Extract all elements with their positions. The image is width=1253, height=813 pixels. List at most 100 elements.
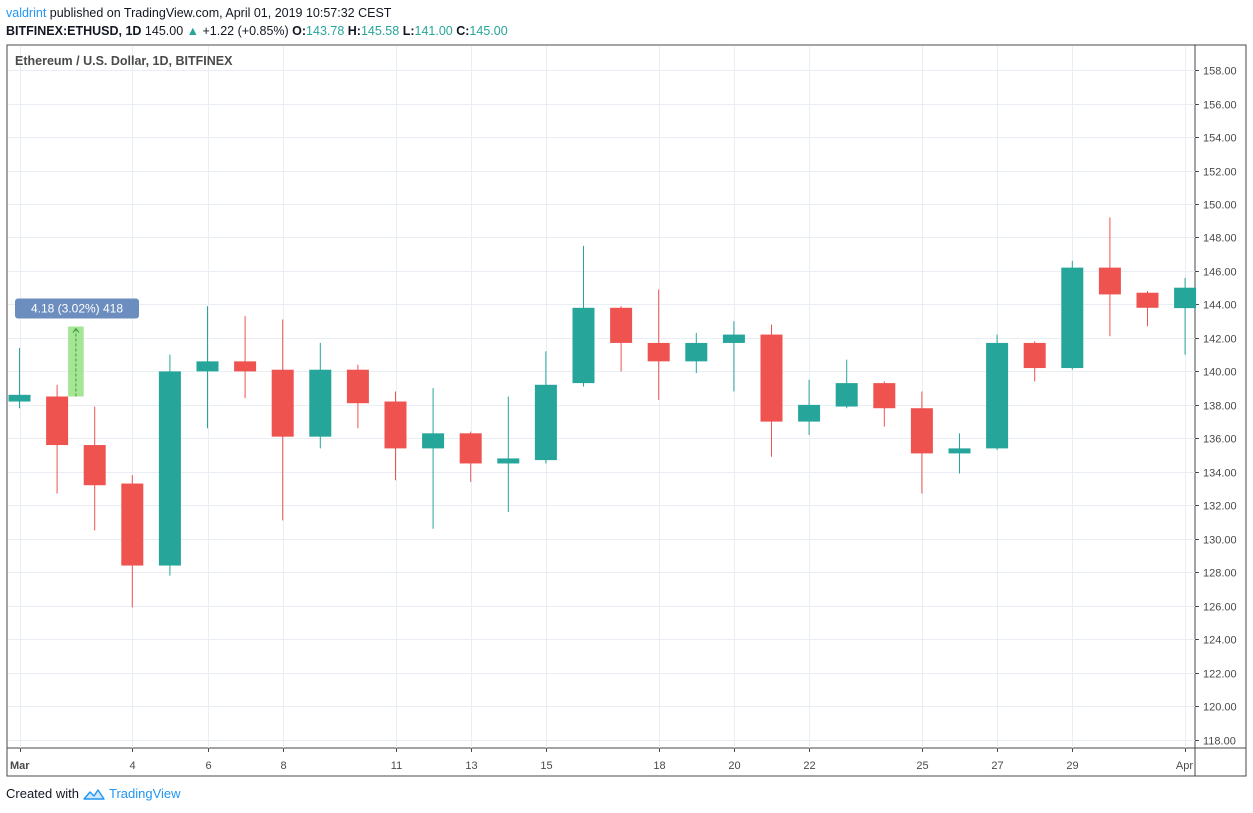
chart-frame <box>6 44 1247 777</box>
candle-body[interactable] <box>234 361 257 372</box>
candle-body[interactable] <box>158 371 181 566</box>
symbol-label: BITFINEX:ETHUSD, 1D <box>6 24 142 38</box>
candle[interactable] <box>346 364 369 429</box>
candle-body[interactable] <box>1136 292 1159 308</box>
candle-body[interactable] <box>948 448 971 454</box>
candle-body[interactable] <box>8 394 31 402</box>
candle[interactable] <box>497 396 520 512</box>
x-tick-label: 13 <box>465 760 477 772</box>
candle[interactable] <box>610 306 633 372</box>
low-label: L: <box>402 24 415 38</box>
candle[interactable] <box>121 475 144 608</box>
candle[interactable] <box>459 431 482 482</box>
author-link[interactable]: valdrint <box>6 6 47 20</box>
candle-body[interactable] <box>83 445 106 486</box>
chart-title: Ethereum / U.S. Dollar, 1D, BITFINEX <box>15 54 233 68</box>
candle-body[interactable] <box>459 433 482 464</box>
candle[interactable] <box>196 306 219 429</box>
candle[interactable] <box>647 289 670 400</box>
candle-body[interactable] <box>1098 267 1121 295</box>
y-tick-label: 138.00 <box>1203 401 1237 413</box>
candle[interactable] <box>835 359 858 409</box>
x-axis: Mar 4 6 8 11 13 15 18 20 22 25 27 29 Apr <box>10 748 1193 772</box>
candle[interactable] <box>422 388 445 529</box>
candle[interactable] <box>46 384 69 494</box>
candle-body[interactable] <box>685 342 708 362</box>
candle[interactable] <box>158 354 181 576</box>
candle-body[interactable] <box>798 404 821 422</box>
x-tick-label: 20 <box>728 760 740 772</box>
candle[interactable] <box>384 391 407 481</box>
measure-tool[interactable]: 4.18 (3.02%) 418 <box>15 298 139 397</box>
candle-body[interactable] <box>760 334 783 422</box>
candle-body[interactable] <box>384 401 407 449</box>
candle-body[interactable] <box>1023 342 1046 369</box>
candle-body[interactable] <box>309 369 332 437</box>
candle-body[interactable] <box>1061 267 1084 369</box>
x-tick-label: 22 <box>803 760 815 772</box>
x-tick-label: 25 <box>916 760 928 772</box>
candle[interactable] <box>722 321 745 392</box>
candle[interactable] <box>1174 277 1197 355</box>
candle-body[interactable] <box>986 342 1009 449</box>
tradingview-brand-link[interactable]: TradingView <box>108 786 181 801</box>
candles[interactable] <box>8 217 1197 608</box>
y-tick-label: 144.00 <box>1203 300 1237 312</box>
candle-body[interactable] <box>910 408 933 454</box>
candle-body[interactable] <box>196 361 219 372</box>
candle-body[interactable] <box>534 384 557 461</box>
candle-body[interactable] <box>610 307 633 343</box>
candle-body[interactable] <box>1174 287 1197 309</box>
measure-box[interactable] <box>68 326 84 397</box>
candle[interactable] <box>572 245 595 387</box>
candle-body[interactable] <box>46 396 69 446</box>
candle[interactable] <box>534 351 557 464</box>
candle-body[interactable] <box>422 433 445 449</box>
candle[interactable] <box>873 381 896 427</box>
candle[interactable] <box>1098 217 1121 337</box>
candle-body[interactable] <box>572 307 595 384</box>
y-tick-label: 120.00 <box>1203 702 1237 714</box>
price-change: +1.22 (+0.85%) <box>202 24 289 38</box>
measure-label-bg <box>15 298 139 319</box>
candle[interactable] <box>83 406 106 531</box>
quote-line: BITFINEX:ETHUSD, 1D 145.00 ▲ +1.22 (+0.8… <box>6 22 508 40</box>
candle-body[interactable] <box>873 383 896 409</box>
candle-body[interactable] <box>271 369 294 437</box>
candle-body[interactable] <box>497 458 520 464</box>
candle[interactable] <box>760 324 783 457</box>
x-tick-label: 18 <box>653 760 665 772</box>
candle[interactable] <box>1061 260 1084 370</box>
grid <box>6 44 1247 777</box>
candle[interactable] <box>685 332 708 374</box>
y-tick-label: 132.00 <box>1203 501 1237 513</box>
y-tick-label: 134.00 <box>1203 468 1237 480</box>
candle[interactable] <box>234 316 257 399</box>
open-label: O: <box>292 24 307 38</box>
x-tick-label: 15 <box>540 760 552 772</box>
candle-body[interactable] <box>346 369 369 404</box>
x-tick-label: 6 <box>205 760 211 772</box>
y-tick-label: 156.00 <box>1203 100 1237 112</box>
candle-body[interactable] <box>722 334 745 343</box>
candle[interactable] <box>1023 341 1046 382</box>
candle[interactable] <box>910 391 933 494</box>
candle-body[interactable] <box>835 383 858 407</box>
open-value: 143.78 <box>306 24 345 38</box>
y-tick-label: 158.00 <box>1203 66 1237 78</box>
y-tick-label: 142.00 <box>1203 334 1237 346</box>
candle[interactable] <box>948 433 971 474</box>
candle[interactable] <box>1136 291 1159 327</box>
candle[interactable] <box>986 334 1009 451</box>
candle-body[interactable] <box>647 342 670 362</box>
tradingview-logo-icon <box>83 788 105 800</box>
candle[interactable] <box>798 379 821 435</box>
close-label: C: <box>456 24 470 38</box>
y-tick-label: 128.00 <box>1203 568 1237 580</box>
candle[interactable] <box>8 347 31 409</box>
candle[interactable] <box>271 319 294 521</box>
candle[interactable] <box>309 342 332 449</box>
price-axis[interactable]: 118.00 120.00 122.00 124.00 126.00 128.00 130.… <box>1195 66 1237 748</box>
candle-body[interactable] <box>121 483 144 566</box>
